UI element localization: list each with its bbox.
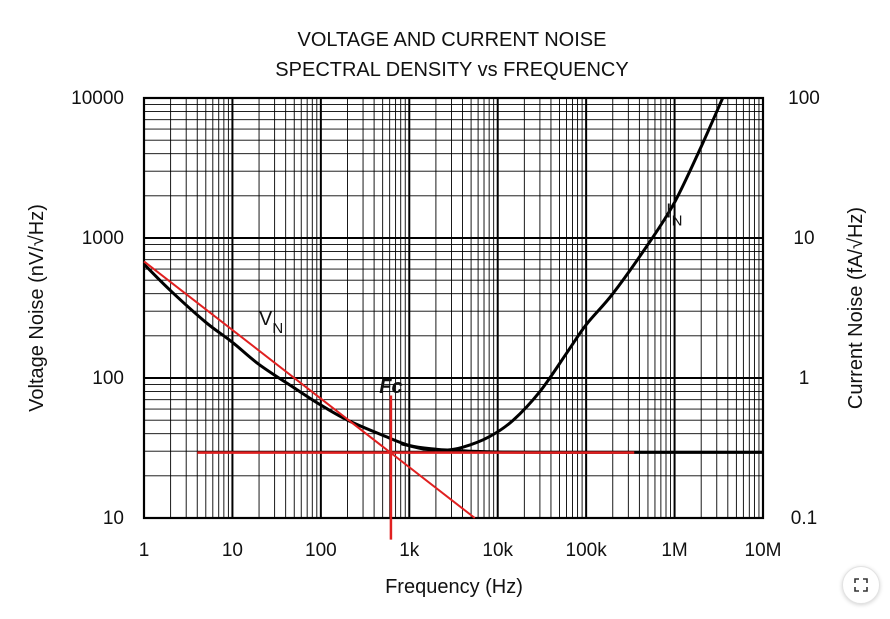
- x-tick-label: 10M: [745, 540, 782, 561]
- series-label-in: IN: [666, 201, 682, 230]
- annotation-layer: Fc: [143, 260, 635, 540]
- chart-title-line-1: VOLTAGE AND CURRENT NOISE: [298, 29, 607, 51]
- series-line-in: [400, 98, 725, 452]
- y-tick-label-right: 1: [799, 368, 810, 389]
- x-axis-label: Frequency (Hz): [385, 576, 523, 598]
- x-tick-label: 10k: [482, 540, 513, 561]
- y-tick-labels-right: 0.1 1 10 100: [788, 88, 820, 529]
- expand-button[interactable]: [842, 566, 880, 604]
- x-tick-label: 100k: [566, 540, 608, 561]
- y-tick-label-right: 100: [788, 88, 820, 109]
- y-tick-label-left: 10000: [71, 88, 124, 109]
- series-label-vn: VN: [259, 308, 283, 337]
- y-axis-label-left: Voltage Noise (nV/√Hz): [26, 204, 48, 412]
- x-tick-labels: 1 10 100 1k 10k 100k 1M 10M: [139, 540, 782, 561]
- one-over-f-asymptote: [143, 260, 476, 519]
- x-tick-label: 10: [222, 540, 243, 561]
- x-tick-label: 100: [305, 540, 337, 561]
- expand-corners-icon: [854, 578, 868, 592]
- chart-title-line-2: SPECTRAL DENSITY vs FREQUENCY: [275, 59, 628, 81]
- y-axis-label-right: Current Noise (fA/√Hz): [845, 207, 867, 409]
- y-tick-label-right: 10: [793, 228, 814, 249]
- y-tick-label-left: 1000: [82, 228, 124, 249]
- y-tick-labels-left: 10 100 1000 10000: [71, 88, 124, 529]
- x-tick-label: 1M: [661, 540, 687, 561]
- x-tick-label: 1k: [399, 540, 420, 561]
- fc-label: Fc: [379, 376, 402, 398]
- grid-major: [144, 98, 763, 518]
- y-tick-label-left: 10: [103, 508, 124, 529]
- grid-minor: [144, 98, 763, 518]
- x-tick-label: 1: [139, 540, 150, 561]
- y-tick-label-left: 100: [92, 368, 124, 389]
- y-tick-label-right: 0.1: [791, 508, 817, 529]
- plot-frame: [142, 96, 765, 520]
